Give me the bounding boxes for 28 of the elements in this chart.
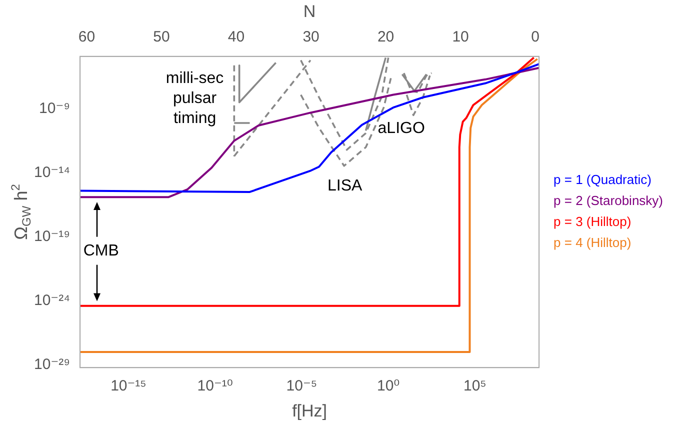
annotation: milli-sec pulsar timing (166, 70, 224, 127)
x2-tick-label: 20 (377, 28, 394, 46)
y-axis-title: ΩGW h2 (8, 184, 34, 240)
annotation: LISA (328, 177, 363, 194)
text: p = 3 (Hilltop) (554, 214, 632, 230)
x-tick-label: 10⁰ (376, 378, 400, 395)
x-tick-label: 10⁻¹⁰ (197, 378, 233, 395)
annotation: aLIGO (378, 120, 425, 138)
text: p = 1 (Quadratic) (554, 172, 652, 188)
y-tick-label: 10⁻¹⁴ (34, 164, 70, 181)
x-tick-label: 10⁻¹⁵ (110, 378, 146, 395)
x2-axis-title: N (303, 2, 316, 21)
y-tick-label: 10⁻⁹ (39, 100, 70, 118)
x2-tick-label: 60 (78, 28, 96, 46)
text: p = 2 (Starobinsky) (554, 193, 664, 208)
y-tick-label: 10⁻¹⁹ (34, 228, 70, 245)
text: p = 4 (Hilltop) (554, 235, 632, 250)
x2-tick-label: 40 (228, 28, 245, 46)
x2-tick-label: 50 (153, 28, 170, 46)
x2-tick-label: 10 (452, 28, 469, 46)
annotation: CMB (83, 242, 119, 260)
y-tick-label: 10⁻²⁹ (34, 356, 70, 373)
x-tick-label: 10⁵ (464, 378, 486, 395)
x-tick-label: 10⁻⁵ (286, 378, 318, 395)
x2-tick-label: 30 (302, 28, 320, 46)
x2-tick-label: 0 (531, 28, 540, 46)
x-axis-title: f[Hz] (292, 401, 328, 420)
y-tick-label: 10⁻²⁴ (34, 292, 70, 309)
